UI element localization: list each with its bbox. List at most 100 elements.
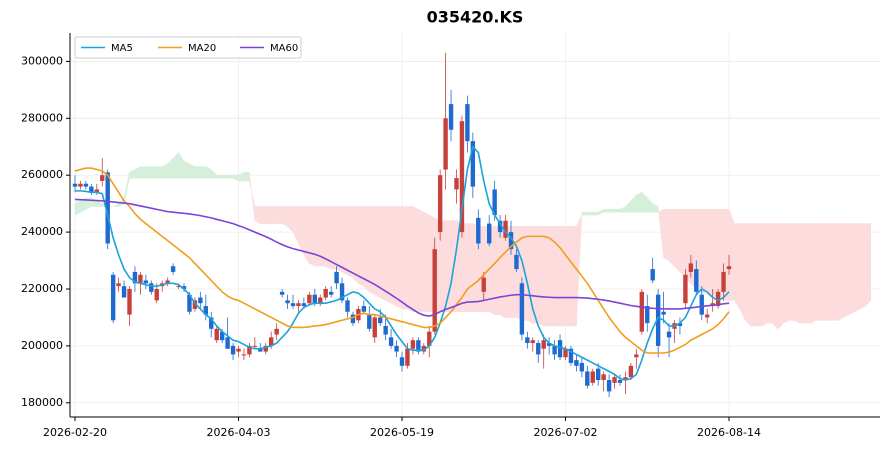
candle-body — [378, 317, 383, 324]
candle-body — [138, 274, 143, 284]
candle-body — [307, 294, 312, 304]
cloud-segment — [113, 203, 119, 207]
cloud-segment — [674, 209, 681, 273]
cloud-segment — [249, 172, 256, 221]
cloud-segment — [597, 208, 604, 216]
cloud-segment — [608, 209, 615, 213]
cloud-segment — [303, 206, 310, 265]
cloud-segment — [532, 226, 539, 324]
cloud-segment — [701, 209, 708, 296]
candle-body — [487, 223, 492, 244]
candle-body — [579, 362, 585, 372]
cloud-segment — [804, 223, 812, 324]
candle-body — [410, 340, 416, 349]
candle-body — [100, 175, 105, 181]
y-tick-label: 180000 — [21, 396, 63, 409]
candle-body — [110, 274, 116, 321]
cloud-segment — [499, 226, 506, 318]
candle-body — [694, 269, 699, 292]
cloud-segment — [330, 206, 337, 270]
cloud-segment — [401, 206, 408, 310]
candle-body — [263, 345, 268, 352]
candle-body — [525, 337, 530, 344]
candle-body — [318, 297, 323, 304]
candles — [72, 52, 732, 398]
candle-body — [699, 294, 704, 315]
candle-body — [514, 254, 519, 270]
candle-body — [481, 277, 486, 292]
candle-body — [154, 289, 159, 301]
y-tick-label: 240000 — [21, 225, 63, 238]
candle-body — [339, 283, 345, 301]
candle-body — [116, 283, 121, 287]
candle-body — [546, 343, 552, 346]
candle-body — [394, 345, 399, 352]
cloud-segment — [854, 223, 861, 313]
legend: MA5 MA20 MA60 — [74, 36, 302, 59]
ma-line — [75, 145, 730, 381]
legend-label: MA5 — [111, 43, 133, 54]
ma-lines — [74, 145, 730, 381]
cloud-segment — [646, 197, 654, 213]
candle-body — [492, 189, 497, 216]
candle-body — [661, 311, 666, 315]
ma-line — [74, 198, 730, 317]
candle-body — [634, 354, 639, 358]
candle-body — [312, 294, 317, 304]
candle-body — [530, 340, 535, 344]
cloud-segment — [134, 166, 141, 179]
candle-body — [258, 348, 263, 352]
cloud-segment — [314, 206, 321, 267]
candle-body — [372, 317, 377, 338]
candle-body — [132, 271, 138, 284]
cloud-segment — [74, 200, 81, 216]
candle-body — [459, 121, 465, 233]
cloud-segment — [200, 166, 207, 179]
cloud-segment — [129, 169, 136, 179]
candle-body — [421, 345, 426, 352]
cloud-segment — [728, 209, 735, 301]
cloud-segment — [734, 223, 741, 310]
cloud-segment — [739, 223, 746, 321]
cloud-segment — [766, 223, 773, 324]
candle-body — [465, 104, 470, 142]
cloud-segment — [412, 206, 419, 313]
candle-body — [181, 286, 187, 289]
candle-body — [345, 300, 350, 312]
cloud-segment — [685, 209, 692, 285]
candle-body — [497, 220, 503, 233]
cloud-segment — [227, 174, 234, 179]
candle-body — [187, 294, 192, 312]
cloud-segment — [619, 206, 626, 213]
candle-body — [225, 337, 230, 349]
cloud-segment — [243, 172, 250, 182]
cloud-segment — [281, 206, 288, 227]
legend-label: MA20 — [188, 43, 216, 54]
cloud-segment — [794, 223, 801, 324]
cloud-segment — [755, 223, 763, 327]
x-tick-label: 2026-05-19 — [370, 426, 434, 439]
candle-body — [405, 348, 410, 366]
cloud-segment — [652, 203, 659, 213]
cloud-segment — [630, 194, 637, 213]
candle-body — [519, 283, 525, 335]
cloud-segment — [178, 151, 185, 179]
candle-body — [715, 291, 721, 307]
cloud-segment — [123, 172, 130, 204]
cloud-segment — [265, 206, 272, 224]
cloud-segment — [494, 226, 501, 315]
candle-body — [241, 354, 247, 356]
cloud-segment — [216, 174, 223, 179]
cloud-segment — [810, 223, 817, 324]
cloud-segment — [864, 223, 872, 307]
candle-body — [416, 340, 421, 352]
cloud-segment — [815, 223, 822, 321]
candle-body — [568, 348, 574, 363]
candle-body — [623, 377, 628, 381]
cloud-segment — [221, 174, 228, 179]
cloud-segment — [586, 211, 594, 216]
cloud-segment — [439, 220, 446, 313]
candle-body — [78, 183, 83, 187]
cloud-segment — [581, 211, 588, 216]
cloud-segment — [679, 209, 686, 279]
